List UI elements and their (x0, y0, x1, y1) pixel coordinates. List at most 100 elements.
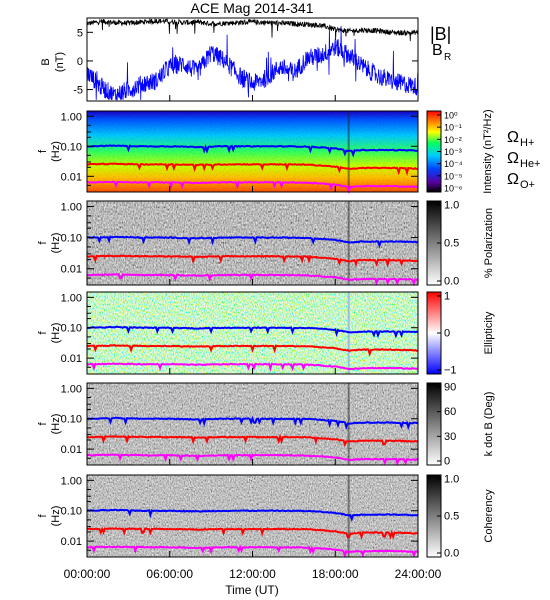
legend-h_plus-label: H+ (520, 137, 534, 149)
coherency-o_plus-gyro-line (86, 544, 419, 559)
coherency-colorbar-label: 0.5 (444, 511, 459, 523)
polarization-he_plus-gyro-line (86, 254, 419, 268)
legend-omega-o_plus: Ω (507, 171, 519, 188)
polarization-h_plus-gyro-line (86, 235, 419, 249)
polarization-ytick-label: 1.00 (61, 201, 82, 213)
chart-title: ACE Mag 2014-341 (191, 0, 314, 16)
intensity-ytick-label: 1.00 (61, 111, 82, 123)
series-br-line (86, 24, 419, 101)
k-dot-b-ytick-label: 0.01 (61, 444, 82, 456)
ellipticity-colorbar-label: −1 (444, 365, 457, 377)
k-dot-b-colorbar-label: 60 (444, 406, 456, 418)
legend-omega-he_plus: Ω (507, 150, 519, 167)
intensity-colorbar-title: Intensity (nT²/Hz) (482, 109, 494, 193)
intensity-colorbar-label: 10⁻⁴ (444, 159, 463, 169)
k-dot-b-heatmap-texture (87, 383, 418, 465)
time-tick-label: 00:00:00 (64, 567, 111, 581)
coherency-ylabel: f (37, 514, 49, 518)
coherency-h_plus-gyro-line (86, 508, 419, 522)
intensity-o_plus-gyro-line (86, 180, 419, 195)
intensity-colorbar-label: 10⁻¹ (444, 123, 462, 133)
k-dot-b-panel (86, 382, 442, 467)
polarization-colorbar-label: 0.0 (444, 276, 459, 288)
legend-omega-h_plus: Ω (507, 129, 519, 146)
k-dot-b-colorbar (426, 382, 442, 466)
k-dot-b-ylabel: f (37, 422, 49, 426)
k-dot-b-o_plus-gyro-line (86, 453, 419, 467)
k-dot-b-ytick-label: 1.00 (61, 383, 82, 395)
field-ylabel: B (40, 58, 52, 65)
intensity-colorbar-label: 10⁻⁶ (444, 184, 463, 194)
legend-br: B (432, 42, 443, 59)
legend-br-sub: R (444, 52, 451, 63)
k-dot-b-colorbar-label: 0 (444, 456, 450, 468)
polarization-yunit: (Hz) (50, 233, 62, 254)
ellipticity-heatmap-texture (87, 292, 418, 374)
k-dot-b-he_plus-gyro-line (86, 433, 419, 448)
intensity-colorbar-label: 10⁻⁵ (444, 171, 463, 181)
intensity-ytick-label: 0.01 (61, 171, 82, 183)
coherency-colorbar-title: Coherency (483, 489, 495, 543)
coherency-ytick-label: 0.10 (61, 506, 82, 518)
coherency-he_plus-gyro-line (86, 526, 419, 540)
ellipticity-he_plus-gyro-line (86, 344, 418, 357)
k-dot-b-h_plus-gyro-line (86, 415, 418, 431)
k-dot-b-colorbar-label: 90 (444, 382, 456, 394)
coherency-heatmap-texture (87, 475, 418, 557)
ellipticity-ytick-label: 0.01 (61, 353, 82, 365)
polarization-colorbar-label: 1.0 (444, 200, 459, 212)
ellipticity-panel (86, 291, 442, 375)
polarization-ylabel: f (37, 241, 49, 245)
ellipticity-colorbar-label: 1 (444, 291, 450, 303)
ellipticity-ylabel: f (37, 331, 49, 335)
field-ytick-label: 0 (77, 56, 83, 68)
legend-o_plus-label: O+ (520, 179, 535, 191)
intensity-colorbar-label: 10⁻² (444, 135, 462, 145)
ellipticity-yunit: (Hz) (50, 323, 62, 344)
field-ytick-label: -5 (73, 85, 83, 97)
ellipticity-o_plus-gyro-line (86, 362, 419, 372)
field-ytick-label: 5 (77, 27, 83, 39)
k-dot-b-ytick-label: 0.10 (61, 414, 82, 426)
polarization-panel (86, 200, 442, 287)
time-tick-label: 24:00:00 (395, 567, 442, 581)
coherency-colorbar-label: 0.0 (444, 548, 459, 560)
polarization-colorbar-label: 0.5 (444, 238, 459, 250)
intensity-panel (86, 110, 442, 195)
intensity-yunit: (Hz) (50, 141, 62, 162)
ellipticity-ytick-label: 1.00 (61, 292, 82, 304)
polarization-ytick-label: 0.01 (61, 264, 82, 276)
legend-he_plus-label: He+ (520, 158, 541, 170)
polarization-ytick-label: 0.10 (61, 233, 82, 245)
polarization-heatmap-texture (87, 201, 418, 285)
intensity-ytick-label: 0.10 (61, 141, 82, 153)
k-dot-b-colorbar-label: 30 (444, 431, 456, 443)
ellipticity-colorbar-title: Ellipticity (483, 311, 495, 354)
intensity-h_plus-gyro-line (86, 143, 419, 158)
intensity-heatmap-texture (87, 111, 418, 192)
intensity-he_plus-gyro-line (86, 162, 419, 176)
intensity-colorbar-label: 10⁻³ (444, 147, 462, 157)
polarization-o_plus-gyro-line (86, 273, 419, 287)
coherency-yunit: (Hz) (50, 506, 62, 527)
ellipticity-h_plus-gyro-line (87, 325, 419, 339)
coherency-colorbar-label: 1.0 (444, 474, 459, 486)
time-tick-label: 12:00:00 (229, 567, 276, 581)
field-yunit: (nT) (54, 52, 66, 72)
series-btotal-line (86, 17, 419, 42)
intensity-ylabel: f (37, 149, 49, 153)
time-axis-label: Time (UT) (225, 583, 279, 597)
ellipticity-colorbar-label: 0 (444, 328, 450, 340)
coherency-panel (86, 474, 442, 559)
time-tick-label: 18:00:00 (312, 567, 359, 581)
polarization-colorbar-title: % Polarization (483, 208, 495, 278)
legend-btotal: |B| (430, 24, 451, 44)
k-dot-b-colorbar-title: k dot B (Deg) (483, 392, 495, 457)
intensity-colorbar-label: 10⁰ (444, 111, 458, 121)
ellipticity-ytick-label: 0.10 (61, 323, 82, 335)
k-dot-b-yunit: (Hz) (50, 414, 62, 435)
coherency-ytick-label: 0.01 (61, 536, 82, 548)
time-tick-label: 06:00:00 (146, 567, 193, 581)
